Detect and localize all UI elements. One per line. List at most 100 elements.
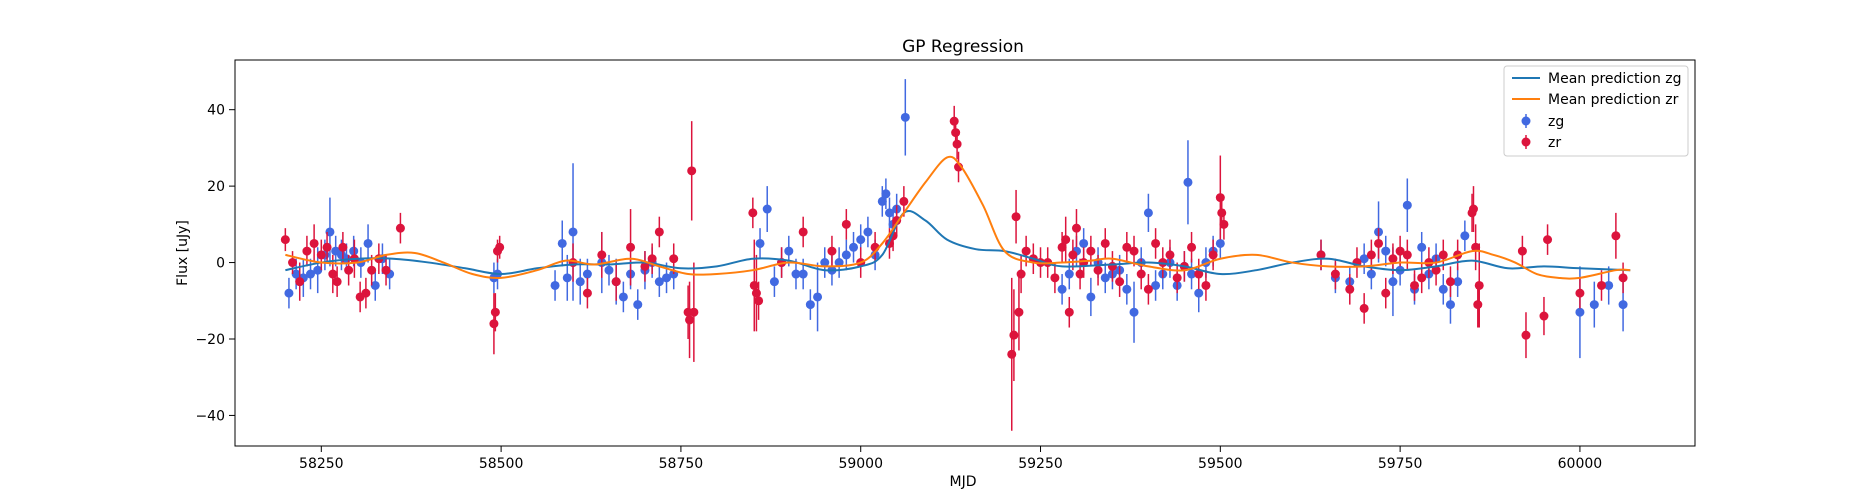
- data-point-zg: [1187, 269, 1197, 279]
- data-point-zr: [1438, 250, 1448, 260]
- data-point-zr: [1345, 284, 1355, 294]
- data-point-zg: [1143, 208, 1153, 218]
- data-point-zg: [562, 273, 572, 283]
- data-point-zg: [1215, 238, 1225, 248]
- data-point-zr: [1115, 277, 1125, 287]
- data-point-zr: [1007, 349, 1017, 359]
- line-mean-prediction-zg: [285, 210, 1631, 276]
- data-point-zr: [495, 242, 505, 252]
- x-tick-label: 58500: [479, 456, 524, 472]
- data-point-zr: [1086, 246, 1096, 256]
- data-point-zr: [754, 296, 764, 306]
- data-point-zg: [1086, 292, 1096, 302]
- data-point-zg: [834, 258, 844, 268]
- data-point-zr: [1187, 242, 1197, 252]
- data-point-zg: [1618, 300, 1628, 310]
- data-point-zg: [291, 269, 301, 279]
- data-point-zr: [951, 128, 961, 138]
- data-point-zr: [1050, 273, 1060, 283]
- data-point-zr: [1021, 246, 1031, 256]
- data-point-zg: [1445, 300, 1455, 310]
- data-point-zg: [1151, 280, 1161, 290]
- x-tick-label: 59000: [838, 456, 883, 472]
- y-tick-label: 40: [207, 103, 225, 119]
- data-point-zr: [597, 250, 607, 260]
- data-point-zr: [1064, 307, 1074, 317]
- data-point-zg: [550, 280, 560, 290]
- data-point-zr: [1201, 280, 1211, 290]
- data-point-zr: [1057, 242, 1067, 252]
- data-point-zg: [1100, 273, 1110, 283]
- data-point-zr: [322, 242, 332, 252]
- data-point-zr: [1100, 238, 1110, 248]
- data-point-zr: [1011, 212, 1021, 222]
- data-point-zr: [316, 250, 326, 260]
- data-point-zr: [1402, 250, 1412, 260]
- data-point-zg: [849, 242, 859, 252]
- data-point-zr: [626, 242, 636, 252]
- data-point-zr: [1071, 223, 1081, 233]
- data-point-zr: [640, 261, 650, 271]
- legend-frame: [1503, 65, 1689, 157]
- data-point-zr: [280, 235, 290, 245]
- line-mean-prediction-zr: [285, 155, 1631, 280]
- data-point-zg: [841, 250, 851, 260]
- data-point-zg: [1575, 307, 1585, 317]
- y-tick-label: 0: [216, 256, 225, 272]
- data-point-zr: [685, 315, 695, 325]
- data-point-zg: [1438, 284, 1448, 294]
- data-point-zg: [363, 238, 373, 248]
- data-point-zg: [1381, 246, 1391, 256]
- data-point-zr: [1219, 219, 1229, 229]
- data-point-zg: [798, 269, 808, 279]
- data-point-zg: [1453, 277, 1463, 287]
- data-point-zr: [687, 166, 697, 176]
- data-point-zr: [1473, 300, 1483, 310]
- data-point-zg: [284, 288, 294, 298]
- data-point-zg: [1183, 177, 1193, 187]
- data-point-zg: [1417, 242, 1427, 252]
- data-point-zg: [1057, 284, 1067, 294]
- data-point-zr: [295, 277, 305, 287]
- data-point-zg: [863, 227, 873, 237]
- legend-label-zg: zg: [1548, 114, 1564, 130]
- data-point-zr: [748, 208, 758, 218]
- chart-title: GP Regression: [902, 37, 1024, 57]
- data-point-zr: [1410, 280, 1420, 290]
- legend-swatch-zg: [1521, 114, 1531, 128]
- data-point-zr: [338, 242, 348, 252]
- data-point-zr: [1543, 235, 1553, 245]
- data-point-zr: [309, 238, 319, 248]
- data-point-zr: [1388, 254, 1398, 264]
- data-point-zr: [1061, 235, 1071, 245]
- series-layer: [280, 79, 1631, 431]
- data-point-zr: [827, 246, 837, 256]
- data-point-zg: [762, 204, 772, 214]
- data-point-zr: [367, 265, 377, 275]
- data-point-zr: [1136, 269, 1146, 279]
- data-point-zr: [1374, 238, 1384, 248]
- data-point-zg: [784, 246, 794, 256]
- data-point-zr: [1014, 307, 1024, 317]
- data-point-zr: [328, 269, 338, 279]
- data-point-zr: [1151, 238, 1161, 248]
- data-point-zg: [1589, 300, 1599, 310]
- data-point-zr: [288, 258, 298, 268]
- data-point-zr: [1366, 250, 1376, 260]
- x-tick-label: 59750: [1378, 456, 1423, 472]
- data-point-zr: [1521, 330, 1531, 340]
- legend-label-mean-zr: Mean prediction zr: [1548, 92, 1679, 108]
- data-point-zr: [1009, 330, 1019, 340]
- data-point-zr: [899, 196, 909, 206]
- data-point-zr: [1107, 261, 1117, 271]
- legend-swatch-zr: [1521, 135, 1531, 149]
- data-point-zr: [1093, 265, 1103, 275]
- data-point-zr: [1172, 273, 1182, 283]
- data-point-zr: [689, 307, 699, 317]
- data-point-zr: [669, 254, 679, 264]
- data-point-zr: [344, 265, 354, 275]
- data-point-zg: [370, 280, 380, 290]
- data-point-zg: [900, 112, 910, 122]
- data-point-zr: [1597, 280, 1607, 290]
- x-tick-label: 59500: [1198, 456, 1243, 472]
